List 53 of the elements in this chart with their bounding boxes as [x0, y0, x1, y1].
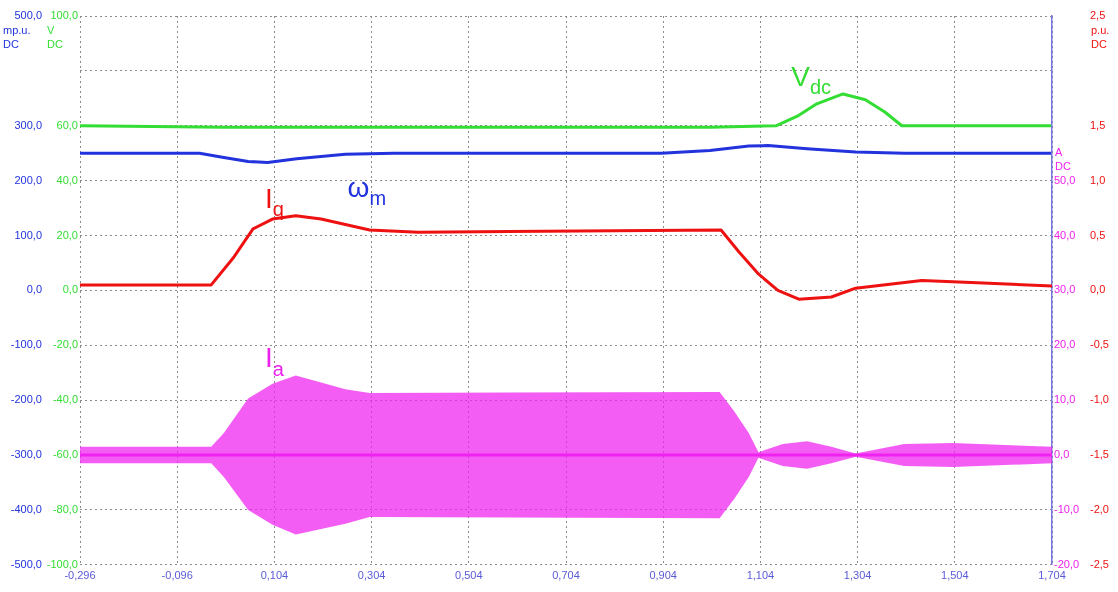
y2-axis-title: p.u. DC: [1091, 24, 1110, 51]
y-tick-label: 100,0: [14, 228, 42, 241]
y2-tick-label: 1,0: [1090, 173, 1106, 186]
y3-tick-label: 40,0: [56, 173, 78, 186]
x-tick-label: 1,704: [1038, 569, 1066, 582]
y2-tick-label: 1,5: [1090, 118, 1106, 131]
y2-tick-label: -2,5: [1090, 557, 1109, 570]
y3-tick-label: -100,0: [46, 557, 78, 570]
y-tick-label: -200,0: [10, 393, 42, 406]
x-tick-label: 1,104: [746, 569, 775, 582]
y2-tick-label: 2,5: [1090, 9, 1106, 22]
y2-tick-label: -1,5: [1090, 448, 1109, 461]
y-tick-label: -100,0: [10, 338, 42, 351]
y3-tick-label: -10,0: [1054, 502, 1080, 515]
y3-tick-label: 20,0: [1054, 338, 1076, 351]
x-tick-label: 0,504: [455, 569, 483, 582]
y3-tick-label: 30,0: [1054, 283, 1076, 296]
y-tick-label: 300,0: [14, 118, 42, 131]
y3-tick-label: -60,0: [52, 448, 78, 461]
x-tick-label: -0,096: [161, 569, 193, 582]
y-tick-label: -500,0: [10, 557, 42, 570]
y3-tick-label: -80,0: [52, 502, 78, 515]
y3-tick-label: 0,0: [62, 283, 78, 296]
y2-tick-label: -0,5: [1090, 338, 1109, 351]
x-tick-label: 0,304: [357, 569, 386, 582]
y-tick-label: -400,0: [10, 502, 42, 515]
x-tick-label: 1,504: [941, 569, 969, 582]
y3-tick-label: 60,0: [56, 118, 78, 131]
y3-tick-label: 40,0: [1054, 228, 1076, 241]
y3-tick-label: 10,0: [1054, 393, 1076, 406]
y3-tick-label: 100,0: [50, 9, 78, 22]
y2-tick-label: 0,0: [1090, 283, 1106, 296]
y3-tick-label: 0,0: [1054, 448, 1070, 461]
y2-tick-label: 0,5: [1090, 228, 1106, 241]
x-tick-label: 0,704: [552, 569, 580, 582]
y-axis-title: mp.u. DC: [3, 24, 31, 51]
x-tick-label: -0,296: [64, 569, 96, 582]
y-tick-label: 0,0: [26, 283, 42, 296]
y3-tick-label: -40,0: [52, 393, 78, 406]
x-tick-label: 0,904: [649, 569, 677, 582]
y3-tick-label: -20,0: [52, 338, 78, 351]
y3-tick-label: -20,0: [1054, 557, 1080, 570]
x-tick-label: 0,104: [260, 569, 289, 582]
x-tick-label: 1,304: [843, 569, 872, 582]
y3-axis-title: A DC: [1055, 145, 1071, 172]
y2-tick-label: -2,0: [1090, 502, 1109, 515]
y-tick-label: 200,0: [14, 173, 42, 186]
y2-tick-label: -1,0: [1090, 393, 1109, 406]
y3-tick-label: 20,0: [56, 228, 78, 241]
y3-axis-title: V DC: [47, 24, 63, 51]
y-tick-label: 500,0: [14, 9, 42, 22]
y-tick-label: -300,0: [10, 448, 42, 461]
y3-tick-label: 50,0: [1054, 173, 1076, 186]
